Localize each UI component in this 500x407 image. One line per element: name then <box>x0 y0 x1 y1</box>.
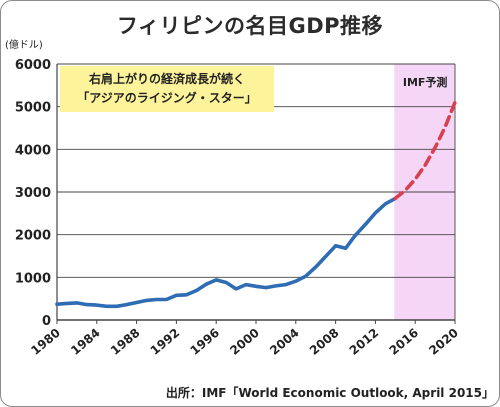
y-tick-label: 0 <box>42 314 51 329</box>
y-tick-label: 2000 <box>15 229 51 244</box>
x-tick-label: 2012 <box>347 326 382 358</box>
x-tick-label: 1996 <box>188 326 223 358</box>
source-note: 出所：IMF「World Economic Outlook, April 201… <box>165 386 494 400</box>
forecast-label: IMF予測 <box>403 75 448 89</box>
annotation-line-1: 右肩上がりの経済成長が続く <box>88 72 245 86</box>
x-tick-label: 1988 <box>108 326 143 358</box>
y-axis-unit: (億ドル) <box>5 40 43 51</box>
forecast-series-line <box>393 100 457 201</box>
x-tick-label: 1992 <box>148 326 183 358</box>
x-tick-label: 2016 <box>387 326 422 358</box>
x-tick-label: 2020 <box>426 326 461 358</box>
actual-series-line <box>55 196 398 309</box>
annotation-line-2: 「アジアのライジング・スター」 <box>77 91 257 105</box>
y-tick-label: 6000 <box>15 58 51 73</box>
x-tick-label: 2004 <box>267 326 302 358</box>
chart-title: フィリピンの名目GDP推移 <box>116 14 384 38</box>
y-tick-label: 5000 <box>15 101 51 116</box>
annotation-box: 右肩上がりの経済成長が続く 「アジアのライジング・スター」 <box>60 66 274 112</box>
x-tick-label: 2000 <box>227 326 262 358</box>
y-tick-label: 4000 <box>15 143 51 158</box>
x-tick-label: 1980 <box>28 326 63 358</box>
y-tick-label: 1000 <box>15 271 51 286</box>
y-tick-label: 3000 <box>15 186 51 201</box>
x-tick-label: 2008 <box>307 326 342 358</box>
x-tick-label: 1984 <box>68 326 103 358</box>
